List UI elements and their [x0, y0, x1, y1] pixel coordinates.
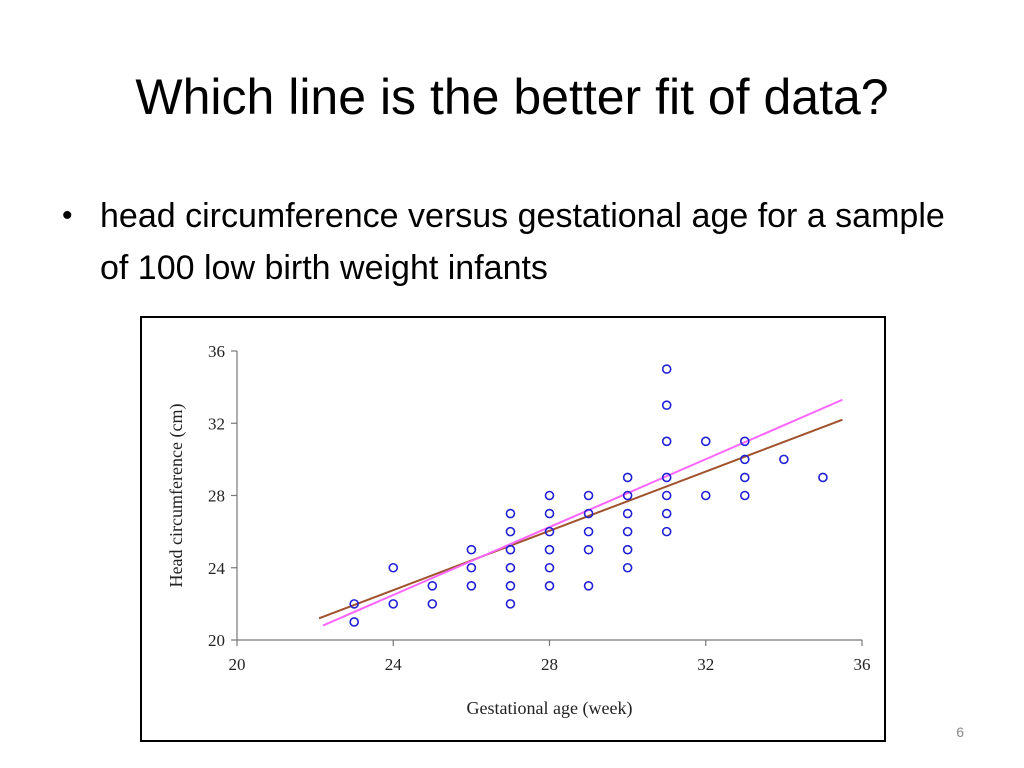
bullet-text: head circumference versus gestational ag… — [100, 197, 945, 287]
data-point — [622, 508, 633, 519]
data-point — [622, 562, 633, 573]
data-point — [818, 472, 828, 483]
y-tick-label: 20 — [208, 631, 225, 650]
data-point — [661, 526, 672, 537]
y-axis-title: Head circumference (cm) — [166, 404, 187, 588]
slide-title: Which line is the better fit of data? — [135, 69, 889, 125]
bullet-dot-icon: • — [62, 199, 73, 232]
data-point — [544, 562, 555, 573]
data-point — [505, 526, 516, 537]
data-point — [661, 490, 672, 501]
x-tick-label: 28 — [541, 655, 558, 674]
data-point — [700, 436, 711, 447]
data-point — [583, 544, 594, 555]
data-point — [779, 454, 789, 465]
x-ticks: 20 24 28 32 36 — [229, 640, 871, 674]
data-point — [427, 599, 438, 609]
bullet-list: • head circumference versus gestational … — [62, 190, 982, 294]
data-point — [505, 508, 516, 519]
data-point — [544, 526, 555, 537]
bullet-item: • head circumference versus gestational … — [62, 190, 982, 294]
data-point — [544, 581, 555, 591]
data-point — [622, 472, 633, 483]
data-point — [505, 562, 516, 573]
data-point — [544, 490, 555, 501]
data-point — [622, 544, 633, 555]
data-point — [583, 526, 594, 537]
data-point — [661, 472, 672, 483]
data-point — [388, 599, 399, 609]
data-point — [622, 490, 633, 501]
y-tick-label: 32 — [208, 414, 225, 433]
data-point — [544, 544, 555, 555]
data-point — [349, 599, 359, 609]
fit-line-2 — [322, 398, 843, 627]
data-point — [740, 472, 750, 483]
data-point — [388, 562, 399, 573]
data-point — [349, 617, 359, 627]
data-point — [466, 581, 477, 591]
data-point — [740, 454, 750, 465]
y-tick-label: 36 — [208, 342, 225, 361]
data-points — [349, 364, 828, 627]
slide-number: 6 — [956, 724, 964, 740]
data-point — [661, 436, 672, 447]
y-ticks: 20 24 28 32 36 — [208, 342, 237, 650]
scatter-chart-frame: 20 24 28 32 36 20 24 28 32 36 Gestational age (w… — [140, 316, 886, 742]
data-point — [661, 400, 672, 410]
data-point — [505, 581, 516, 591]
data-point — [427, 581, 438, 591]
x-tick-label: 36 — [854, 655, 871, 674]
data-point — [740, 490, 750, 501]
data-point — [544, 508, 555, 519]
data-point — [466, 544, 477, 555]
data-point — [466, 562, 477, 573]
y-tick-label: 28 — [208, 487, 225, 506]
data-point — [661, 508, 672, 519]
data-point — [505, 544, 516, 555]
fit-line-1 — [318, 418, 843, 620]
x-tick-label: 24 — [385, 655, 403, 674]
fit-lines — [318, 398, 843, 627]
data-point — [740, 436, 750, 447]
scatter-chart: 20 24 28 32 36 20 24 28 32 36 Gestational age (w… — [166, 342, 871, 719]
data-point — [622, 526, 633, 537]
data-point — [661, 364, 672, 374]
data-point — [583, 490, 594, 501]
data-point — [583, 508, 594, 519]
data-point — [583, 581, 594, 591]
data-point — [505, 599, 516, 609]
x-tick-label: 20 — [229, 655, 246, 674]
x-axis-title: Gestational age (week) — [467, 698, 633, 719]
data-point — [700, 490, 711, 501]
x-tick-label: 32 — [697, 655, 714, 674]
y-tick-label: 24 — [208, 559, 226, 578]
